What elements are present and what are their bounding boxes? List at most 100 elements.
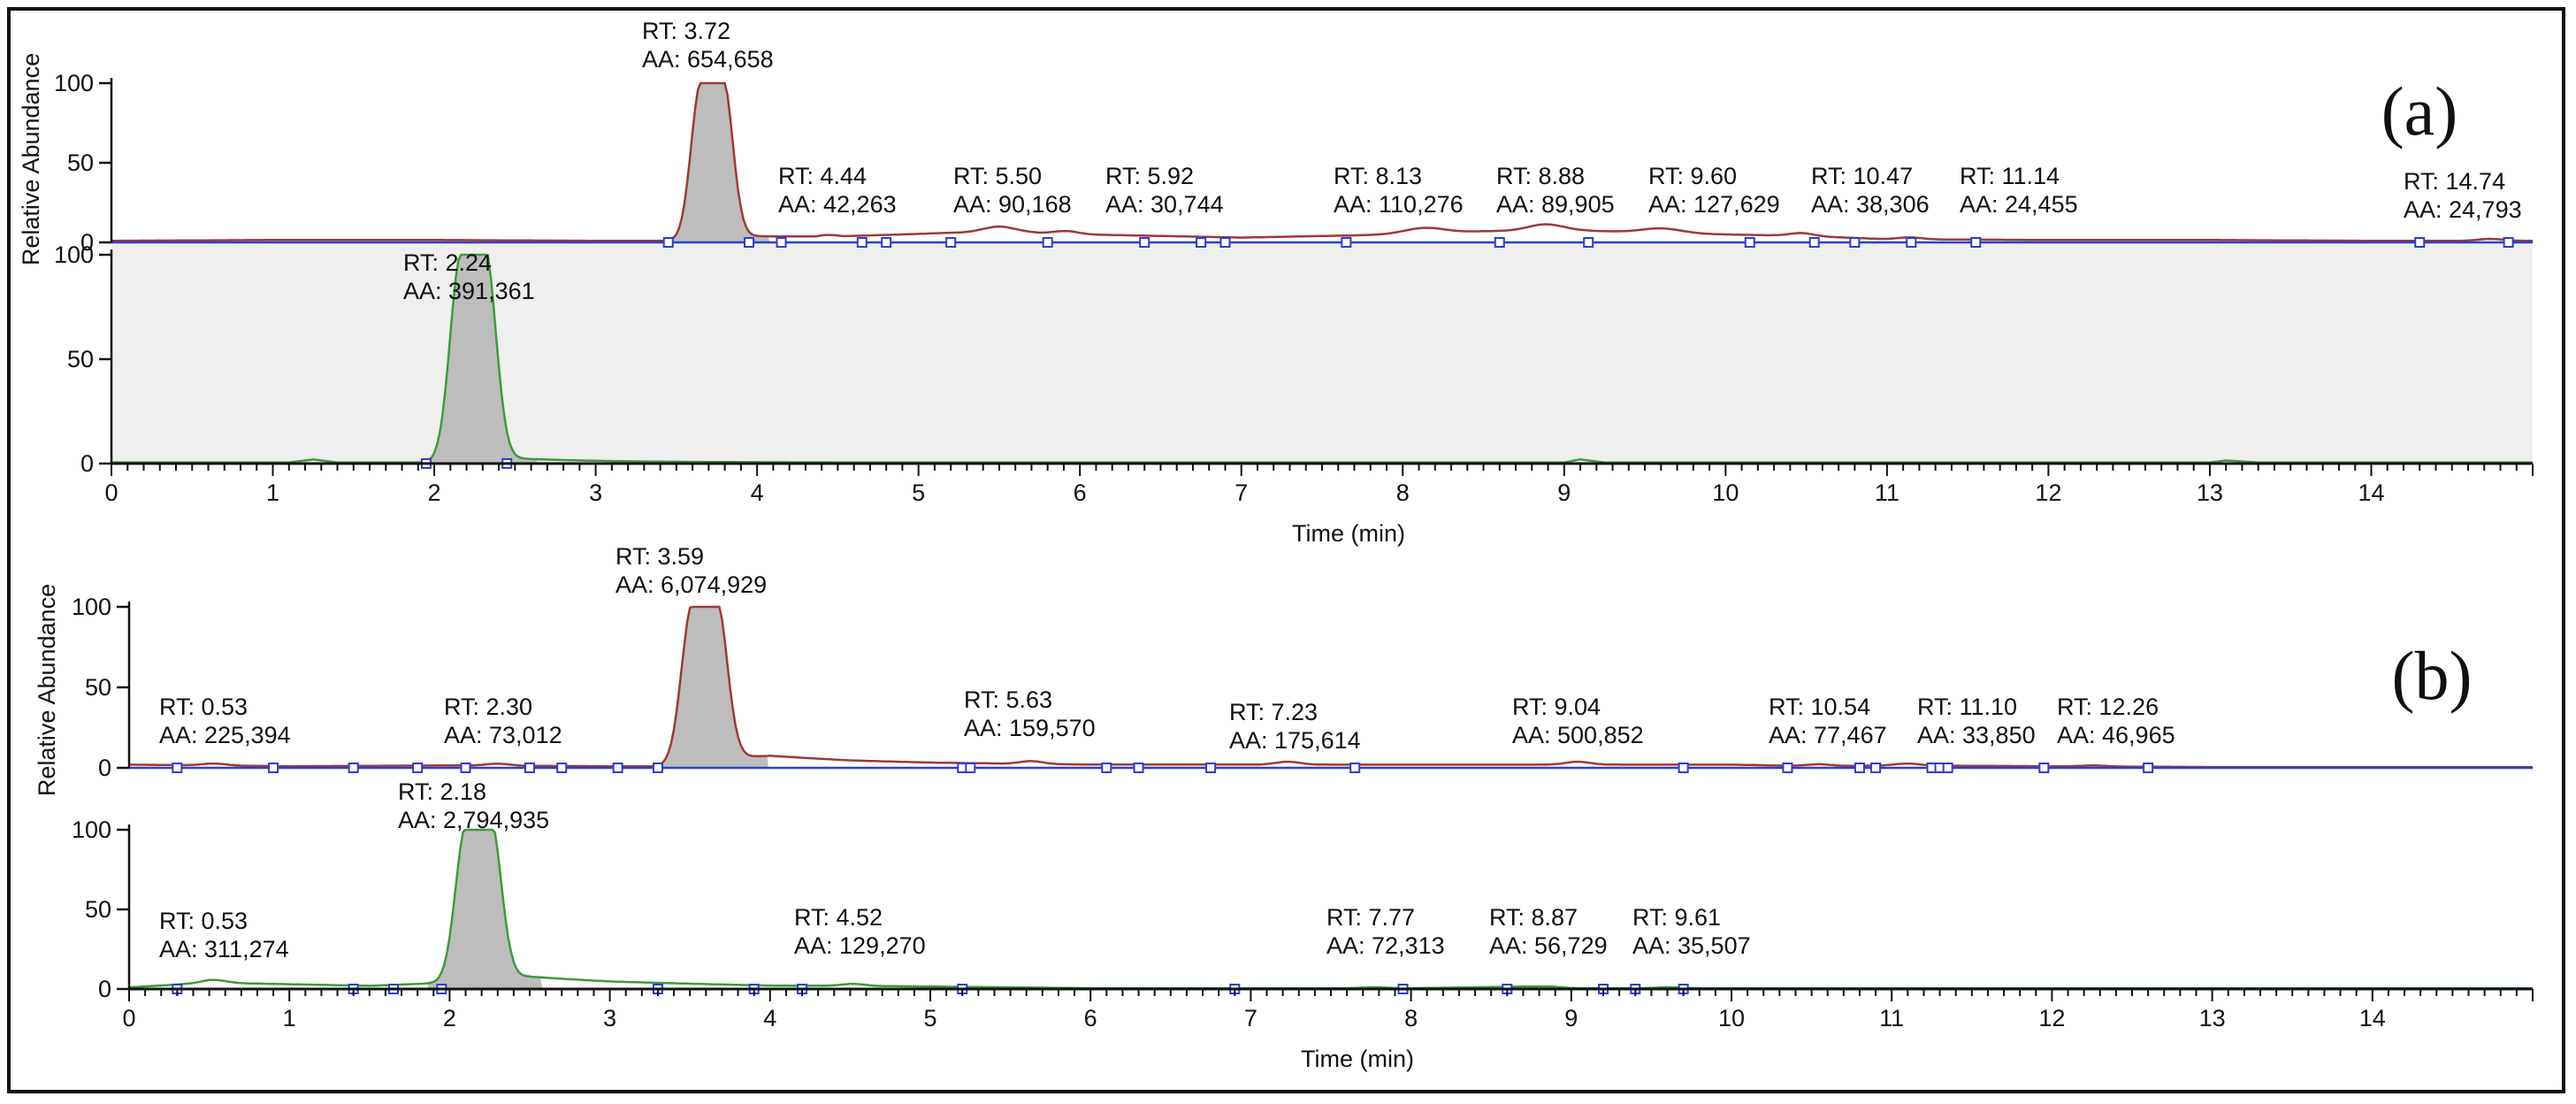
x-tick-label: 5: [912, 479, 925, 506]
x-tick-label: 11: [1879, 1005, 1904, 1031]
x-tick-label: 2: [428, 479, 441, 506]
peak-boundary-marker: [1101, 763, 1112, 773]
y-tick-label: 100: [54, 242, 94, 268]
x-tick-label: 1: [283, 1005, 296, 1031]
peak-aa-label: AA: 127,629: [1648, 191, 1780, 218]
peak-rt-label: RT: 4.52: [794, 904, 883, 931]
peak-boundary-marker: [460, 763, 471, 773]
peak-boundary-marker: [2038, 763, 2050, 773]
x-tick-label: 6: [1084, 1005, 1097, 1031]
peak-aa-label: AA: 56,729: [1489, 932, 1608, 959]
x-tick-label: 0: [104, 479, 118, 506]
y-tick-label: 100: [72, 594, 111, 620]
peak-boundary-marker: [744, 237, 755, 248]
peak-rt-label: RT: 2.18: [398, 778, 486, 805]
x-tick-label: 7: [1234, 479, 1248, 506]
peak-aa-label: AA: 42,263: [778, 191, 897, 218]
y-tick-label: 0: [80, 229, 94, 256]
y-axis-title: Relative Abundance: [18, 53, 44, 265]
peak-rt-label: RT: 3.59: [615, 543, 704, 570]
peak-boundary-marker: [1849, 237, 1861, 248]
peak-rt-label: RT: 12.26: [2057, 694, 2159, 720]
peak-boundary-marker: [1583, 237, 1594, 248]
peak-rt-label: RT: 8.13: [1334, 163, 1422, 189]
peak-aa-label: AA: 2,794,935: [398, 807, 549, 833]
peak-boundary-marker: [881, 237, 892, 248]
peak-boundary-marker: [652, 763, 663, 773]
trace-line-trace-a1: [111, 81, 2533, 242]
peak-rt-label: RT: 7.77: [1326, 904, 1415, 931]
peak-boundary-marker: [856, 237, 868, 248]
figure-border: [7, 7, 2565, 1093]
peak-rt-label: RT: 7.23: [1229, 699, 1318, 725]
peak-aa-label: AA: 500,852: [1512, 722, 1644, 748]
x-axis-title: Time (min): [1301, 1046, 1414, 1072]
peak-aa-label: AA: 225,394: [159, 722, 291, 748]
peak-boundary-marker: [1494, 237, 1505, 248]
peak-aa-label: AA: 654,658: [642, 46, 774, 73]
peak-aa-label: AA: 77,467: [1769, 722, 1887, 748]
highlight-band: [111, 242, 2533, 464]
panel-label: (a): [2381, 73, 2458, 150]
x-tick-label: 0: [122, 1005, 135, 1031]
y-tick-label: 0: [80, 450, 94, 477]
peak-aa-label: AA: 46,965: [2057, 722, 2175, 748]
x-tick-label: 1: [266, 479, 279, 506]
peak-boundary-marker: [1678, 763, 1689, 773]
x-tick-label: 9: [1557, 479, 1571, 506]
peak-boundary-marker: [1139, 237, 1150, 248]
x-tick-label: 6: [1074, 479, 1087, 506]
peak-boundary-marker: [1782, 763, 1793, 773]
x-tick-label: 10: [1718, 1005, 1745, 1031]
peak-boundary-marker: [2143, 763, 2154, 773]
peak-rt-label: RT: 2.30: [444, 694, 532, 720]
y-axis-title: Relative Abundance: [34, 584, 60, 796]
peak-aa-label: AA: 159,570: [964, 715, 1096, 741]
peak-aa-label: AA: 30,744: [1105, 191, 1224, 218]
x-tick-label: 2: [443, 1005, 456, 1031]
y-tick-label: 100: [54, 70, 94, 96]
peak-aa-label: AA: 24,455: [1960, 191, 2078, 218]
peak-aa-label: AA: 72,313: [1326, 932, 1445, 959]
peak-rt-label: RT: 10.47: [1811, 163, 1913, 189]
peak-aa-label: AA: 35,507: [1632, 932, 1751, 959]
peak-boundary-marker: [1219, 237, 1231, 248]
x-tick-label: 4: [763, 1005, 776, 1031]
peak-rt-label: RT: 10.54: [1769, 694, 1870, 720]
peak-aa-label: AA: 6,074,929: [615, 571, 767, 598]
peak-rt-label: RT: 9.60: [1648, 163, 1737, 189]
peak-rt-label: RT: 4.44: [778, 163, 867, 189]
peak-boundary-marker: [1205, 763, 1217, 773]
peak-aa-label: AA: 90,168: [953, 191, 1072, 218]
peak-boundary-marker: [1906, 237, 1917, 248]
peak-aa-label: AA: 24,793: [2404, 196, 2522, 223]
x-tick-label: 5: [923, 1005, 936, 1031]
x-axis-title: Time (min): [1292, 520, 1405, 547]
peak-area-2-24: [422, 255, 538, 464]
peak-rt-label: RT: 9.04: [1512, 694, 1601, 720]
peak-boundary-marker: [1854, 763, 1865, 773]
peak-aa-label: AA: 175,614: [1229, 727, 1361, 754]
x-tick-label: 12: [2035, 479, 2061, 506]
peak-boundary-marker: [945, 237, 957, 248]
x-tick-label: 12: [2038, 1005, 2065, 1031]
peak-boundary-marker: [1942, 763, 1953, 773]
